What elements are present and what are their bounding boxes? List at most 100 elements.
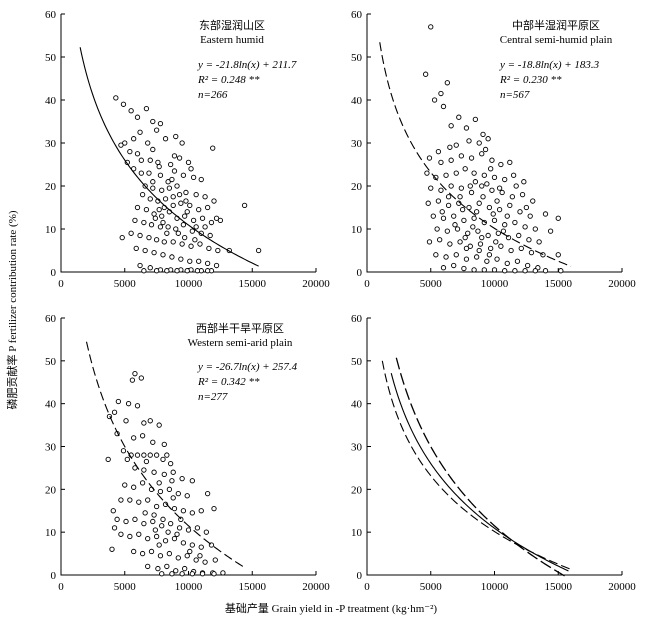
scatter-point [162,196,169,202]
scatter-point [133,245,139,252]
scatter-point [532,268,538,274]
scatter-point [527,213,533,219]
scatter-point [122,482,128,488]
axis-lines [60,14,316,273]
scatter-point [428,185,434,191]
scatter-point [171,505,178,512]
scatter-point [490,211,496,217]
scatter-point [426,155,433,161]
scatter-point [153,533,160,540]
scatter-point [189,228,195,234]
r-squared-label: R² = 0.248 ** [197,74,260,86]
scatter-point [170,194,176,200]
y-tick-label: 10 [45,527,57,539]
scatter-point [495,230,501,236]
scatter-point [189,542,195,548]
scatter-point [458,153,464,159]
scatter-point [159,523,165,529]
scatter-point [141,219,147,226]
scatter-point [463,256,470,262]
scatter-point [510,172,517,178]
scatter-point [476,247,482,254]
scatter-point [141,467,147,473]
scatter-point [472,179,479,185]
scatter-point [131,548,137,555]
scatter-point [183,189,189,196]
x-tick-label: 15000 [239,278,267,290]
y-tick-label: 20 [45,181,57,193]
scatter-point [120,101,127,107]
scatter-point [194,525,201,531]
scatter-point [145,140,151,146]
scatter-point [146,170,152,176]
scatter-point [208,219,215,226]
x-tick-label: 0 [58,581,64,593]
scatter-point [157,121,164,127]
scatter-point [167,520,174,527]
scatter-point [134,204,141,211]
fit-curve-dash [381,360,572,570]
scatter-point [255,247,262,254]
scatter-point [440,265,447,271]
scatter-point [160,516,166,522]
scatter-point [152,215,159,221]
y-tick-label: 0 [357,267,363,279]
x-tick-label: 15000 [545,278,573,290]
x-tick-label: 5000 [420,581,443,593]
scatter-point [179,571,185,577]
scatter-point [471,170,477,176]
scatter-point [443,172,449,178]
scatter-point [485,232,491,239]
scatter-point [141,268,147,274]
y-tick-label: 50 [45,356,57,368]
scatter-point [522,268,528,274]
scatter-point [438,187,444,193]
y-tick-label: 50 [351,356,363,368]
scatter-point [105,456,111,462]
scatter-point [437,237,443,243]
scatter-point [131,435,137,441]
scatter-point [161,239,167,245]
scatter-point [468,155,475,161]
scatter-point [164,563,170,570]
scatter-point [150,518,156,525]
scatter-point [142,510,148,516]
scatter-point [159,571,165,577]
scatter-point [137,262,143,269]
scatter-point [489,157,495,163]
scatter-point [528,249,535,256]
scatter-point [532,226,538,232]
scatter-point [138,375,144,381]
scatter-point [197,241,203,247]
scatter-point [143,206,150,213]
scatter-point [120,448,127,454]
scatter-point [558,268,564,274]
scatter-point [204,268,211,274]
scatter-point [127,497,133,503]
scatter-point [131,136,137,142]
scatter-point [452,222,458,228]
scatter-point [203,529,210,535]
y-tick-label: 30 [45,442,57,454]
x-tick-label: 0 [364,581,370,593]
scatter-point [162,538,169,544]
scatter-point [444,80,450,86]
scatter-point [170,469,176,475]
scatter-point [153,452,160,458]
scatter-point [147,452,153,458]
scatter-point [447,241,453,247]
scatter-point [170,239,176,245]
scatter-point [180,172,187,178]
scatter-point [494,198,500,204]
scatter-point [513,183,519,189]
scatter-point [160,219,166,226]
axis-lines [60,318,316,576]
scatter-point [162,136,169,142]
scatter-point [189,510,195,516]
panel-title-en: Eastern humid [200,34,264,46]
scatter-point [522,224,528,230]
scatter-point [119,234,125,241]
scatter-point [444,228,450,234]
scatter-point [473,209,480,215]
scatter-point [147,418,153,424]
